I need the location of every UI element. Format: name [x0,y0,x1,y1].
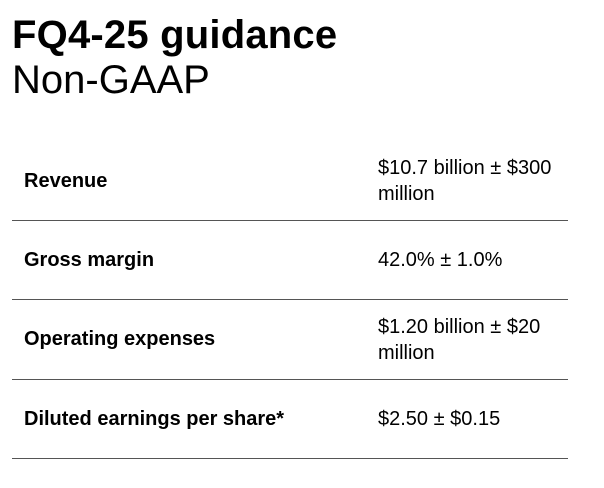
table-row-revenue: Revenue $10.7 billion ± $300 million [12,142,568,221]
metric-value: 42.0% ± 1.0% [378,249,503,271]
metric-value: $1.20 billion ± $20 million [378,315,541,364]
metric-value: $10.7 billion ± $300 million [378,157,552,205]
guidance-table: Revenue $10.7 billion ± $300 million Gro… [12,142,568,459]
table-row-diluted-eps: Diluted earnings per share* $2.50 ± $0.1… [12,380,568,459]
page-subtitle: Non-GAAP [12,58,210,102]
page-title: FQ4-25 guidance [12,13,338,57]
table-row-operating-expenses: Operating expenses $1.20 billion ± $20 m… [12,300,568,380]
metric-label: Revenue [24,169,108,192]
metric-label: Diluted earnings per share* [24,407,285,430]
table-row-gross-margin: Gross margin 42.0% ± 1.0% [12,221,568,300]
metric-label: Gross margin [24,248,155,271]
metric-value: $2.50 ± $0.15 [378,408,501,430]
metric-label: Operating expenses [24,328,216,350]
